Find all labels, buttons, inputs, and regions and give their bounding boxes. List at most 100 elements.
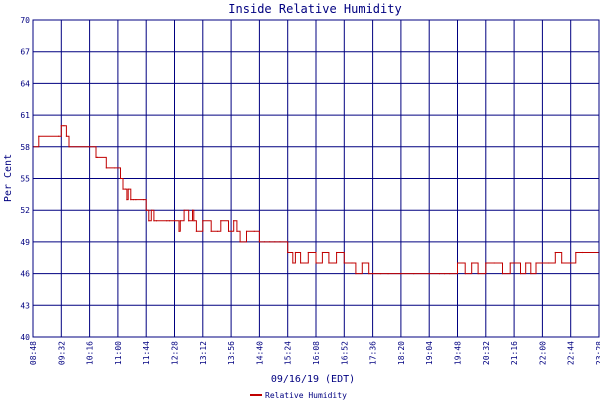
y-tick-label: 61 (20, 111, 30, 120)
x-tick-label: 17:36 (369, 341, 378, 365)
x-tick-label: 19:04 (425, 341, 434, 365)
data-point (195, 230, 197, 232)
data-point (509, 262, 511, 264)
data-point (105, 167, 107, 169)
data-point (132, 199, 134, 201)
data-point (535, 262, 537, 264)
data-point (148, 220, 150, 222)
x-tick-labels: 08:48 09:32 10:16 11:00 11:44 12:28 13:12 13:56… (29, 341, 600, 365)
data-point (95, 156, 97, 158)
plot-frame (32, 19, 600, 338)
x-tick-label: 13:56 (227, 341, 236, 365)
legend-label: Relative Humidity (265, 391, 347, 400)
data-point (387, 273, 389, 275)
data-point (428, 273, 430, 275)
x-tick-label: 15:24 (284, 341, 293, 365)
y-tick-labels: 70 67 64 61 58 55 52 49 46 43 40 (20, 16, 30, 342)
legend: Relative Humidity (250, 391, 347, 400)
x-tick-label: 12:28 (171, 341, 180, 365)
x-tick-label: 23:28 (595, 341, 600, 365)
x-tick-label: 13:12 (199, 341, 208, 365)
x-tick-label: 19:48 (454, 341, 463, 365)
data-point (188, 220, 190, 222)
y-tick-label: 70 (20, 16, 30, 25)
data-point (413, 273, 415, 275)
data-point (122, 188, 124, 190)
data-point (239, 241, 241, 243)
data-point (513, 262, 515, 264)
x-tick-label: 22:44 (567, 341, 576, 365)
data-point (471, 262, 473, 264)
data-point (570, 262, 572, 264)
y-tick-label: 64 (20, 79, 30, 88)
data-point (307, 251, 309, 254)
x-tick-label: 18:20 (397, 341, 406, 365)
x-tick-label: 20:32 (482, 341, 491, 365)
data-point (168, 220, 170, 222)
y-tick-label: 52 (20, 206, 30, 215)
data-point (575, 251, 577, 254)
data-point (485, 262, 487, 264)
y-tick-label: 67 (20, 48, 30, 57)
data-point (493, 262, 495, 264)
data-point (321, 251, 324, 254)
data-point (173, 220, 176, 222)
data-point (372, 273, 374, 275)
data-point (253, 230, 255, 232)
data-point (263, 241, 266, 243)
data-point (279, 241, 281, 243)
data-point (233, 220, 235, 222)
data-point (444, 273, 446, 275)
data-point (501, 273, 504, 275)
data-point (179, 220, 181, 222)
series-line-relative-humidity (33, 125, 599, 275)
data-point (89, 146, 91, 148)
data-point (126, 199, 128, 201)
y-axis-label: Per Cent (3, 154, 14, 202)
x-axis-label: 09/16/19 (EDT) (271, 374, 355, 385)
y-tick-label: 58 (20, 143, 30, 152)
y-tick-label: 46 (20, 270, 30, 279)
x-tick-label: 11:44 (142, 341, 151, 365)
data-point (355, 273, 357, 275)
data-point (183, 209, 185, 211)
data-point (530, 273, 532, 275)
data-point (456, 262, 459, 264)
data-point (315, 262, 317, 264)
y-tick-label: 55 (20, 175, 30, 184)
data-point (343, 262, 345, 264)
data-point (130, 199, 132, 201)
data-point (519, 273, 522, 275)
data-point (202, 220, 204, 222)
data-point (328, 262, 330, 264)
x-tick-label: 22:00 (538, 341, 547, 365)
data-point (245, 230, 248, 232)
data-point (361, 262, 363, 264)
data-point (438, 273, 441, 275)
x-tick-label: 11:00 (114, 341, 123, 365)
data-point (299, 262, 302, 264)
data-point (166, 220, 168, 222)
x-tick-label: 10:16 (86, 341, 95, 365)
data-point (114, 167, 116, 169)
data-point (274, 241, 276, 243)
data-point (227, 230, 230, 232)
data-point (581, 251, 583, 254)
data-point (464, 273, 466, 275)
data-point (193, 220, 195, 222)
data-point (541, 262, 544, 264)
data-point (548, 262, 550, 264)
data-point (216, 230, 219, 232)
data-point (561, 262, 563, 264)
data-point (178, 230, 180, 232)
data-point (38, 135, 40, 137)
x-tick-label: 16:08 (312, 341, 321, 365)
data-point (294, 251, 297, 254)
data-point (554, 251, 556, 254)
x-tick-label: 16:52 (340, 341, 349, 365)
data-point (269, 241, 271, 243)
data-point (292, 262, 294, 264)
data-point (63, 125, 65, 127)
data-point (449, 273, 451, 275)
data-point (155, 220, 158, 222)
